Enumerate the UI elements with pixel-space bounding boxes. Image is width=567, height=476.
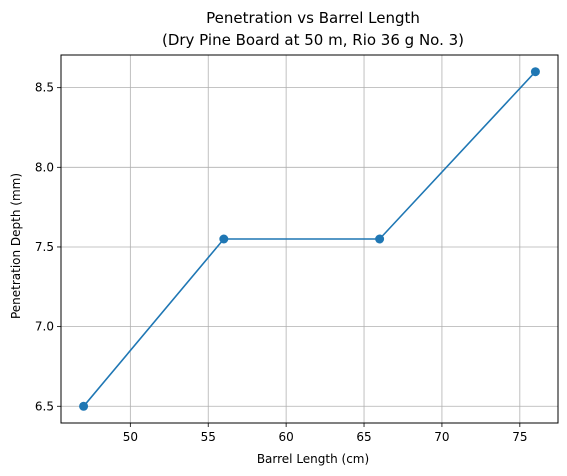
x-tick-label: 70 [434,430,449,444]
plot-frame [60,54,559,424]
x-tick-label: 75 [512,430,527,444]
ticks: 50 55 60 65 70 75 6.5 7.0 7.5 8.0 8.5 [35,81,528,444]
chart-title: Penetration vs Barrel Length [206,9,420,27]
data-point [530,67,540,77]
y-axis-label: Penetration Depth (mm) [9,173,23,319]
x-tick-label: 60 [278,430,293,444]
x-tick-label: 55 [201,430,216,444]
x-axis-label: Barrel Length (cm) [257,452,369,466]
y-tick-label: 7.0 [35,320,54,334]
y-tick-label: 7.5 [35,240,54,254]
grid [61,55,558,423]
series-line [82,71,536,407]
data-point [79,401,89,411]
data-point [375,234,385,244]
series [79,67,540,411]
y-tick-label: 6.5 [35,399,54,413]
y-tick-label: 8.5 [35,81,54,95]
y-tick-label: 8.0 [35,160,54,174]
chart-subtitle: (Dry Pine Board at 50 m, Rio 36 g No. 3) [162,31,464,49]
x-tick-label: 65 [356,430,371,444]
data-point [219,234,229,244]
x-tick-label: 50 [123,430,138,444]
